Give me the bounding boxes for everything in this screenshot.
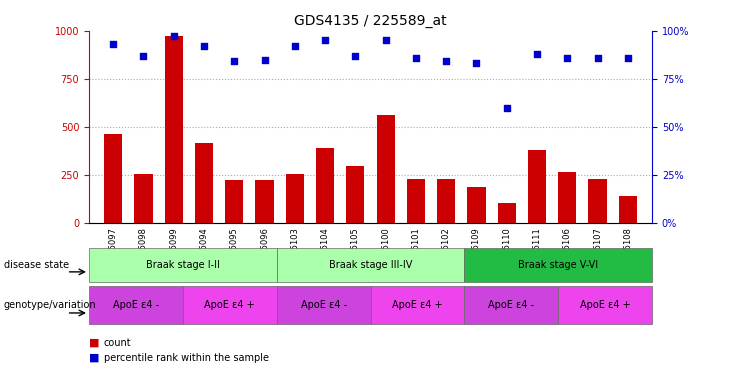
Text: count: count xyxy=(104,338,131,348)
Text: Braak stage III-IV: Braak stage III-IV xyxy=(329,260,412,270)
Bar xyxy=(165,36,183,223)
Bar xyxy=(134,174,153,223)
Point xyxy=(501,104,513,111)
Point xyxy=(471,60,482,66)
Bar xyxy=(195,143,213,223)
Bar xyxy=(528,150,546,223)
Text: ApoE ε4 +: ApoE ε4 + xyxy=(205,300,255,310)
Text: ApoE ε4 +: ApoE ε4 + xyxy=(392,300,442,310)
Text: ApoE ε4 -: ApoE ε4 - xyxy=(113,300,159,310)
Bar xyxy=(104,134,122,223)
Bar xyxy=(558,172,576,223)
Bar xyxy=(407,179,425,223)
Text: disease state: disease state xyxy=(4,260,69,270)
Point xyxy=(379,37,391,43)
Bar xyxy=(376,115,395,223)
Bar xyxy=(468,187,485,223)
Point xyxy=(350,53,362,59)
Point xyxy=(228,58,240,65)
Text: ApoE ε4 -: ApoE ε4 - xyxy=(301,300,347,310)
Text: Braak stage V-VI: Braak stage V-VI xyxy=(518,260,598,270)
Text: genotype/variation: genotype/variation xyxy=(4,300,96,310)
Bar xyxy=(498,203,516,223)
Text: ApoE ε4 +: ApoE ε4 + xyxy=(580,300,631,310)
Point xyxy=(167,33,179,40)
Text: Braak stage I-II: Braak stage I-II xyxy=(146,260,220,270)
Point xyxy=(259,56,270,63)
Bar xyxy=(225,180,243,223)
Point xyxy=(138,53,150,59)
Point xyxy=(622,55,634,61)
Point xyxy=(410,55,422,61)
Bar xyxy=(256,180,273,223)
Point xyxy=(591,55,603,61)
Bar xyxy=(619,196,637,223)
Point xyxy=(440,58,452,65)
Bar xyxy=(588,179,607,223)
Point xyxy=(198,43,210,49)
Point xyxy=(562,55,574,61)
Point xyxy=(531,51,543,57)
Point xyxy=(289,43,301,49)
Bar xyxy=(286,174,304,223)
Text: percentile rank within the sample: percentile rank within the sample xyxy=(104,353,269,363)
Title: GDS4135 / 225589_at: GDS4135 / 225589_at xyxy=(294,14,447,28)
Text: ApoE ε4 -: ApoE ε4 - xyxy=(488,300,534,310)
Text: ■: ■ xyxy=(89,338,99,348)
Point xyxy=(107,41,119,47)
Bar xyxy=(437,179,455,223)
Point xyxy=(319,37,331,43)
Bar xyxy=(346,166,365,223)
Text: ■: ■ xyxy=(89,353,99,363)
Bar xyxy=(316,148,334,223)
